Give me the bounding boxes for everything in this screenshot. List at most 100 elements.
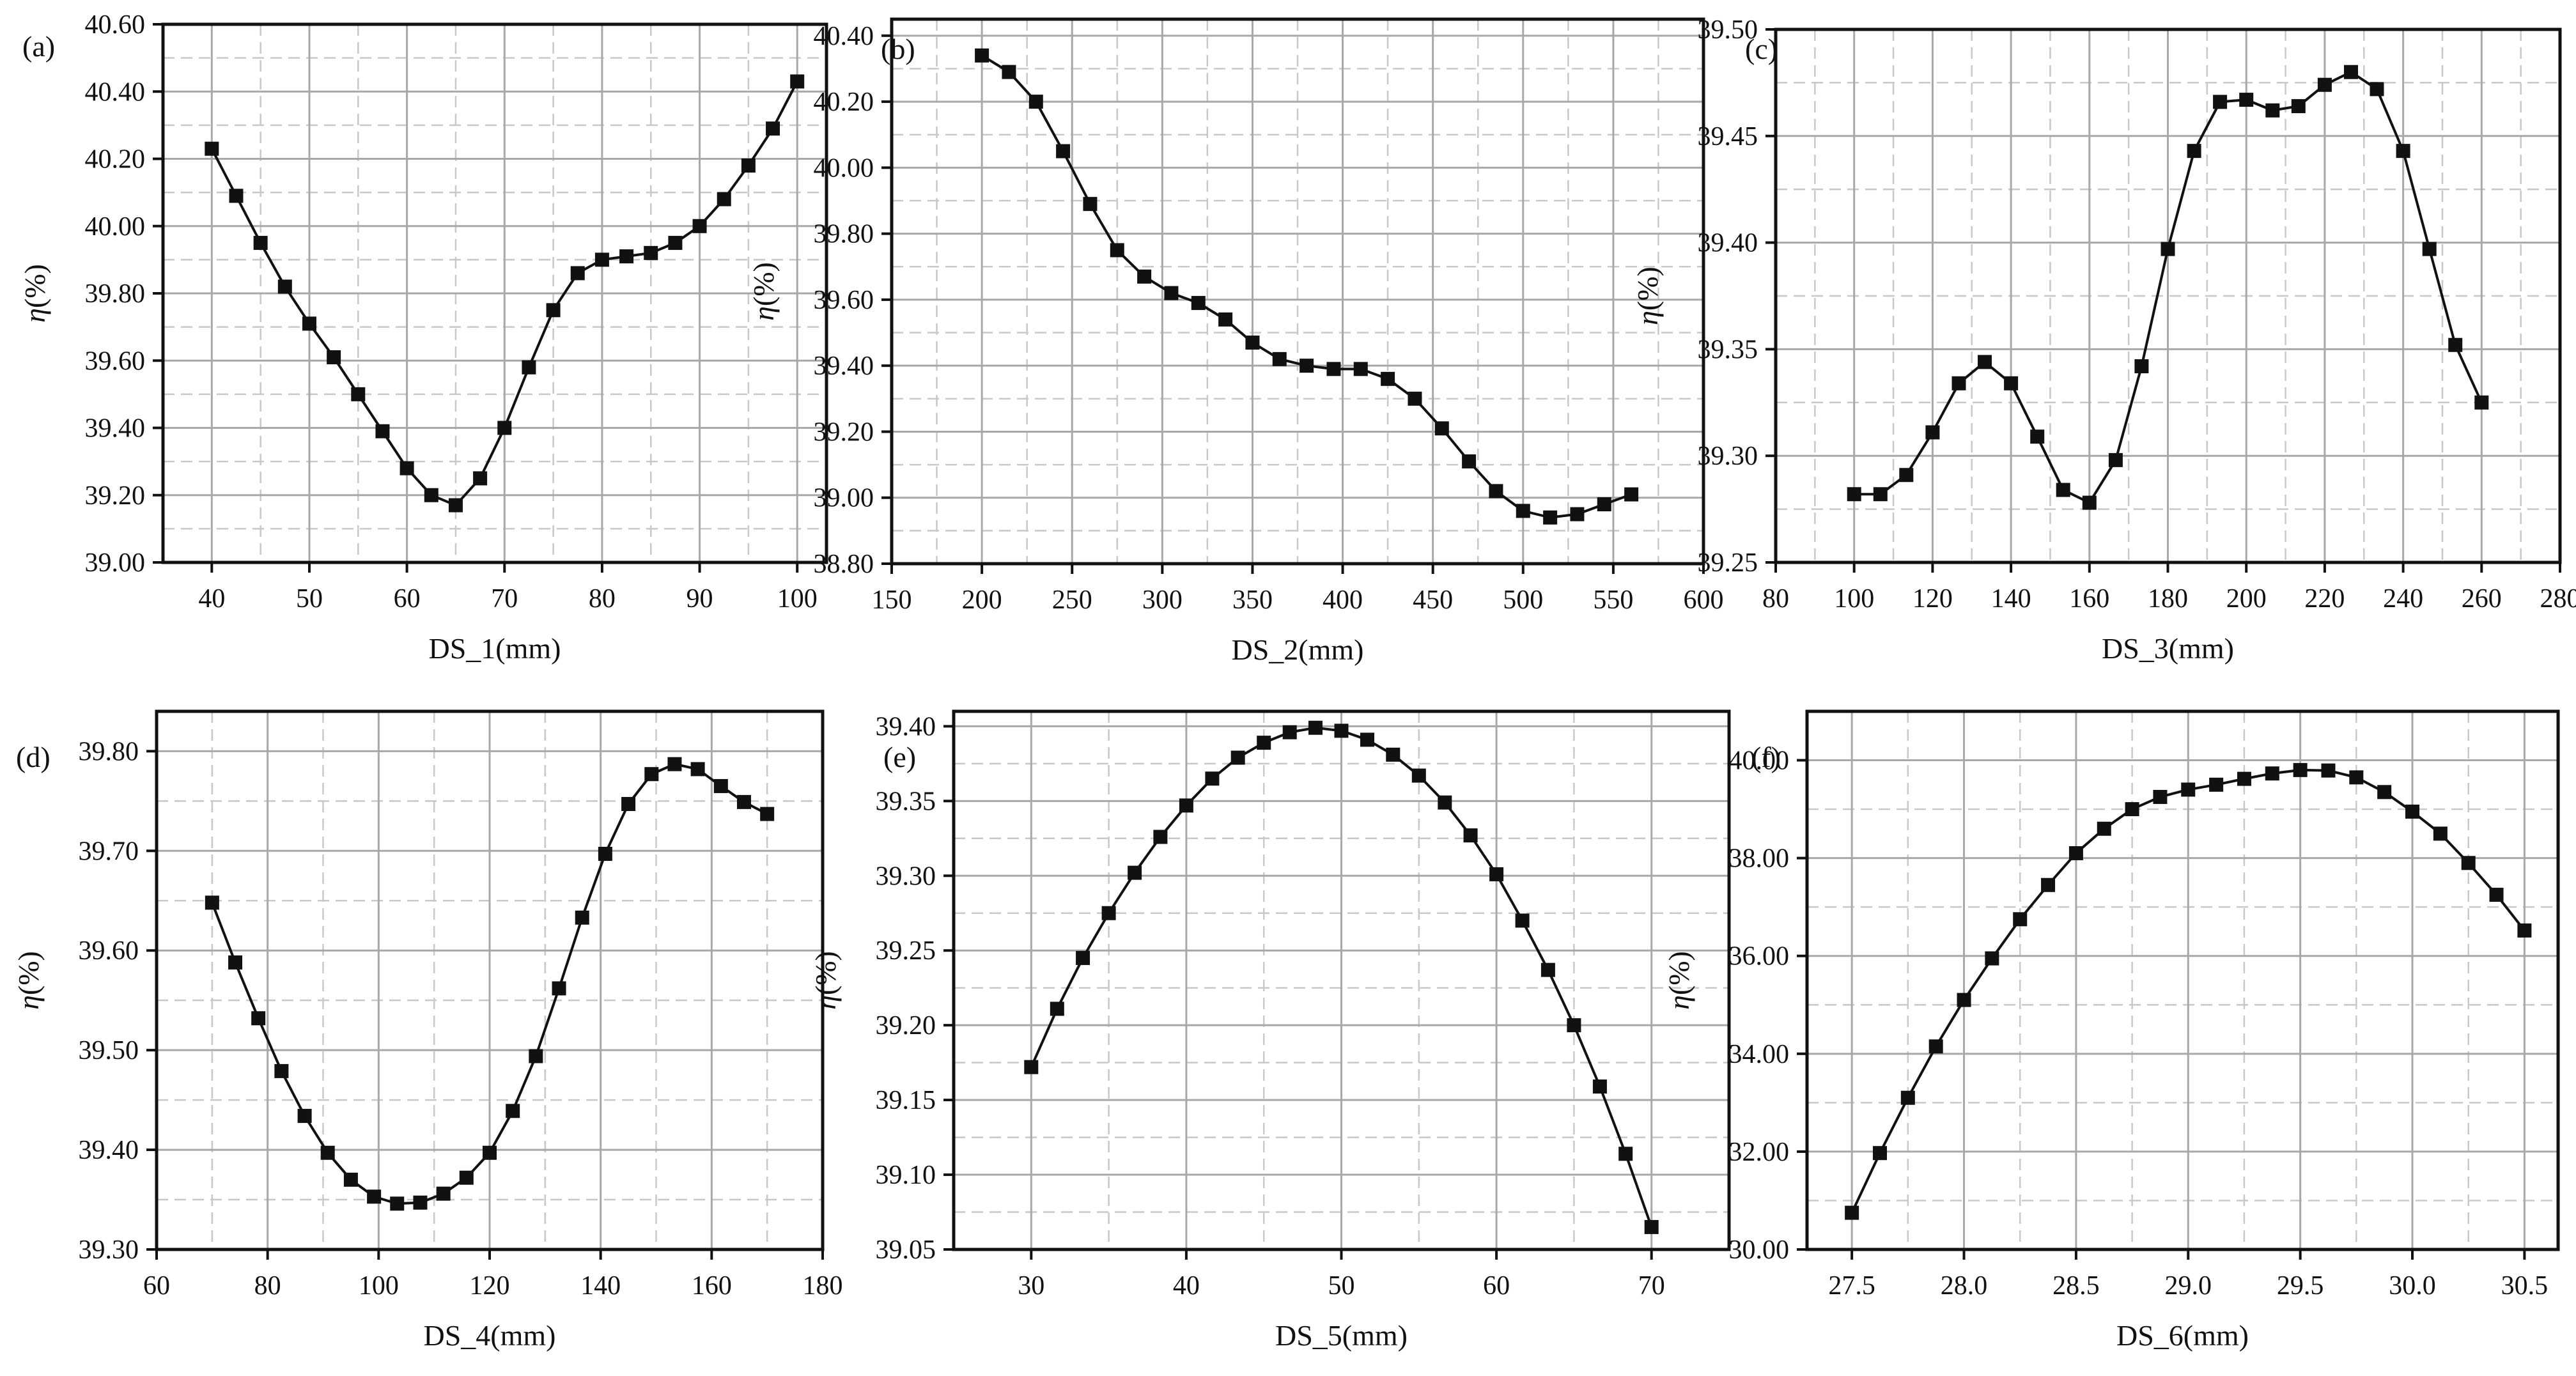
x-tick-label: 29.0: [2165, 1271, 2212, 1301]
data-point: [1110, 243, 1124, 258]
x-tick-label: 240: [2383, 584, 2423, 614]
data-point: [713, 778, 728, 793]
y-tick-label: 39.80: [85, 279, 146, 309]
y-tick-label: 39.35: [876, 787, 936, 816]
x-tick-label: 28.5: [2052, 1271, 2100, 1301]
data-point: [2433, 826, 2448, 841]
data-point: [2422, 242, 2437, 256]
y-tick-label: 39.25: [876, 936, 936, 966]
y-tick-label: 39.30: [876, 862, 936, 891]
data-point: [667, 757, 682, 771]
y-tick-label: 39.15: [876, 1086, 936, 1115]
y-tick-label: 36.00: [1729, 942, 1790, 971]
data-point: [1050, 1001, 1064, 1016]
y-tick-label: 40.00: [1729, 746, 1790, 776]
y-tick-label: 39.40: [814, 352, 874, 381]
data-point: [297, 1109, 312, 1124]
plot-frame: [890, 17, 1705, 566]
data-point: [619, 249, 634, 264]
data-point: [1873, 487, 1888, 502]
data-point: [1353, 362, 1368, 376]
data-point: [741, 158, 756, 173]
x-tick-label: 50: [296, 584, 323, 614]
panel-label: (c): [1745, 33, 1778, 65]
y-axis-label: η(%): [1663, 951, 1695, 1010]
data-point: [320, 1145, 335, 1160]
y-tick-label: 39.60: [85, 346, 146, 376]
data-point: [1164, 286, 1179, 300]
data-point: [1191, 296, 1206, 311]
x-tick-label: 200: [2226, 584, 2267, 614]
data-point: [375, 424, 390, 438]
data-point: [692, 219, 707, 233]
y-tick-label: 39.10: [876, 1161, 936, 1190]
data-point: [400, 461, 414, 475]
x-tick-label: 200: [962, 585, 1002, 615]
x-tick-label: 140: [580, 1271, 621, 1301]
x-tick-label: 500: [1503, 585, 1543, 615]
x-tick-label: 60: [1483, 1271, 1510, 1301]
data-point: [975, 48, 989, 63]
y-tick-label: 40.20: [85, 145, 146, 174]
data-point: [367, 1189, 382, 1204]
data-point: [506, 1104, 520, 1118]
data-point: [1543, 510, 1558, 525]
data-point: [2004, 376, 2019, 390]
x-tick-label: 140: [1991, 584, 2031, 614]
data-point: [2461, 856, 2476, 870]
data-point: [1024, 1060, 1039, 1074]
data-point: [736, 794, 751, 809]
x-axis-label: DS_4(mm): [424, 1319, 556, 1352]
x-tick-label: 400: [1323, 585, 1363, 615]
data-point: [1899, 468, 1914, 483]
data-point: [1386, 747, 1401, 762]
data-point: [2134, 359, 2149, 374]
data-point: [2349, 770, 2364, 785]
data-point: [644, 767, 659, 782]
data-point: [1153, 830, 1168, 844]
data-point: [2474, 395, 2489, 410]
y-axis-label: η(%): [747, 262, 780, 321]
data-point: [1282, 725, 1297, 739]
x-tick-label: 160: [692, 1271, 732, 1301]
y-axis-label: η(%): [1631, 267, 1664, 325]
data-point: [621, 797, 636, 812]
y-tick-label: 39.00: [814, 484, 874, 513]
data-point: [1985, 951, 1999, 966]
y-axis-label: η(%): [809, 951, 842, 1010]
data-point: [790, 74, 805, 89]
data-point: [205, 141, 219, 156]
y-tick-label: 39.45: [1698, 122, 1758, 151]
data-point: [1179, 798, 1193, 813]
data-point: [546, 303, 561, 318]
y-tick-label: 39.60: [79, 936, 139, 966]
panel-label: (a): [22, 30, 55, 63]
y-axis-label: η(%): [19, 264, 51, 323]
data-point: [1205, 771, 1220, 786]
data-point: [1381, 371, 1395, 386]
y-tick-label: 40.60: [85, 10, 146, 40]
x-tick-label: 100: [359, 1271, 399, 1301]
data-point: [529, 1049, 543, 1063]
y-tick-label: 40.40: [85, 77, 146, 107]
x-tick-label: 600: [1684, 585, 1724, 615]
data-point: [2097, 821, 2111, 836]
x-tick-label: 120: [1913, 584, 1953, 614]
x-axis-label: DS_5(mm): [1275, 1319, 1408, 1352]
x-axis-label: DS_2(mm): [1232, 633, 1364, 666]
x-tick-label: 280: [2540, 584, 2576, 614]
y-tick-label: 39.20: [85, 481, 146, 511]
data-point: [2448, 337, 2463, 352]
data-point: [2013, 912, 2028, 927]
data-point: [2489, 888, 2504, 902]
x-tick-label: 100: [1834, 584, 1874, 614]
data-point: [1002, 65, 1016, 79]
data-point: [1618, 1147, 1633, 1161]
data-point: [274, 1063, 289, 1078]
x-axis-label: DS_1(mm): [429, 632, 561, 665]
y-tick-label: 39.30: [1698, 442, 1758, 471]
x-tick-label: 30.0: [2389, 1271, 2436, 1301]
